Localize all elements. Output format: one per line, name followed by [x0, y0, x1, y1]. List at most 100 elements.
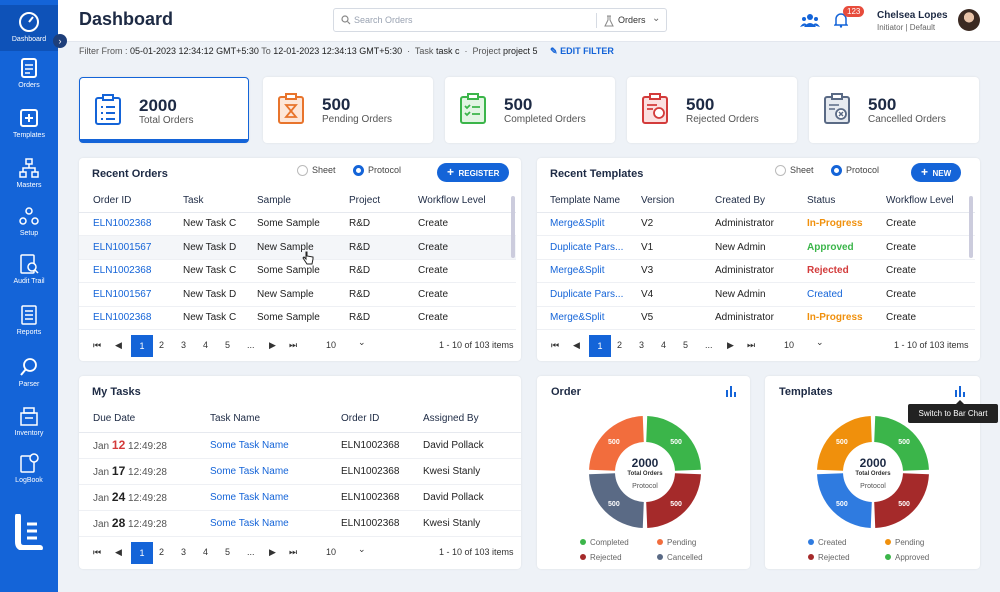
column-header[interactable]: Workflow Level — [418, 189, 516, 213]
donut-slice-rejected[interactable] — [874, 473, 929, 528]
order-id-link[interactable]: ELN1002368 — [79, 259, 183, 283]
column-header[interactable]: Version — [641, 189, 715, 213]
stat-card-cancelled[interactable]: 500 Cancelled Orders — [809, 77, 979, 143]
table-row[interactable]: Jan 12 12:49:28 Some Task Name ELN1002368 D… — [79, 432, 521, 459]
order-id-link[interactable]: ELN1002368 — [79, 212, 183, 236]
page-button[interactable]: 1 — [131, 335, 153, 357]
donut-slice-pending[interactable] — [817, 416, 872, 471]
scrollbar[interactable] — [969, 196, 973, 258]
sidebar-item-setup[interactable]: Setup — [0, 199, 58, 245]
page-button[interactable]: ... — [247, 547, 255, 557]
next-page-icon[interactable]: ▶ — [727, 340, 734, 350]
page-button[interactable]: 5 — [683, 340, 689, 350]
register-button[interactable]: + REGISTER — [437, 163, 510, 182]
template-name-link[interactable]: Duplicate Pars... — [537, 282, 641, 307]
radio-protocol[interactable]: Protocol — [831, 165, 879, 177]
page-button[interactable]: 1 — [589, 335, 611, 357]
donut-slice-approved[interactable] — [874, 416, 929, 471]
task-name-link[interactable]: Some Task Name — [210, 510, 341, 537]
table-row[interactable]: ELN1002368 New Task C Some Sample R&D Create — [79, 259, 516, 283]
sidebar-item-masters[interactable]: Masters — [0, 151, 58, 197]
column-header[interactable]: Project — [349, 189, 418, 213]
sidebar-item-inventory[interactable]: Inventory — [0, 399, 58, 445]
page-button[interactable]: 5 — [225, 547, 231, 557]
column-header[interactable]: Due Date — [79, 406, 210, 433]
page-size-select[interactable]: 10 — [326, 340, 337, 350]
donut-slice-cancelled[interactable] — [589, 473, 644, 528]
donut-slice-completed[interactable] — [646, 416, 701, 471]
sidebar-item-reports[interactable]: Reports — [0, 298, 58, 344]
new-template-button[interactable]: + NEW — [911, 163, 962, 182]
table-row[interactable]: Jan 28 12:49:28 Some Task Name ELN1002368 K… — [79, 510, 521, 537]
table-row[interactable]: Duplicate Pars... V1 New Admin Approved Crea… — [537, 235, 975, 260]
last-page-icon[interactable]: ⏭ — [747, 340, 756, 350]
donut-slice-created[interactable] — [817, 473, 872, 528]
avatar[interactable] — [958, 9, 980, 31]
stat-card-completed[interactable]: 500 Completed Orders — [445, 77, 615, 143]
table-row[interactable]: ELN1002368 New Task C Some Sample R&D Create — [79, 306, 516, 330]
sidebar-item-logbook[interactable]: LogBook — [0, 446, 58, 492]
sidebar-item-audit-trail[interactable]: Audit Trail — [0, 247, 58, 293]
user-name[interactable]: Chelsea Lopes — [877, 10, 948, 21]
template-name-link[interactable]: Merge&Split — [537, 212, 641, 236]
table-row[interactable]: ELN1001567 New Task D New Sample R&D Create — [79, 235, 516, 260]
radio-sheet[interactable]: Sheet — [297, 165, 336, 177]
template-name-link[interactable]: Duplicate Pars... — [537, 235, 641, 260]
column-header[interactable]: Task Name — [210, 406, 341, 433]
page-button[interactable]: 3 — [181, 340, 187, 350]
page-button[interactable]: 3 — [181, 547, 187, 557]
column-header[interactable]: Workflow Level — [886, 189, 975, 213]
table-row[interactable]: Duplicate Pars... V4 New Admin Created Creat… — [537, 282, 975, 307]
last-page-icon[interactable]: ⏭ — [289, 340, 298, 350]
radio-protocol[interactable]: Protocol — [353, 165, 401, 177]
page-button[interactable]: 5 — [225, 340, 231, 350]
bar-chart-icon[interactable] — [954, 385, 966, 397]
column-header[interactable]: Order ID — [79, 189, 183, 213]
table-row[interactable]: Merge&Split V3 Administrator Rejected Create — [537, 259, 975, 283]
stat-card-total[interactable]: 2000 Total Orders — [79, 77, 249, 143]
stat-card-pending[interactable]: 500 Pending Orders — [263, 77, 433, 143]
column-header[interactable]: Order ID — [341, 406, 423, 433]
team-icon[interactable] — [800, 13, 820, 27]
task-name-link[interactable]: Some Task Name — [210, 432, 341, 459]
collapse-sidebar-button[interactable]: › — [53, 34, 67, 48]
column-header[interactable]: Created By — [715, 189, 807, 213]
search-scope-select[interactable]: Orders — [618, 15, 646, 25]
page-size-select[interactable]: 10 — [326, 547, 337, 557]
search-box[interactable]: Search Orders Orders ⌄ — [333, 8, 667, 32]
donut-slice-pending[interactable] — [589, 416, 644, 471]
bar-chart-icon[interactable] — [725, 385, 737, 397]
sidebar-item-dashboard[interactable]: Dashboard — [0, 5, 58, 51]
first-page-icon[interactable]: ⏮ — [93, 340, 102, 350]
scrollbar[interactable] — [511, 196, 515, 258]
page-button[interactable]: 4 — [203, 340, 209, 350]
next-page-icon[interactable]: ▶ — [269, 547, 276, 557]
order-id-link[interactable]: ELN1001567 — [79, 282, 183, 307]
table-row[interactable]: ELN1002368 New Task C Some Sample R&D Create — [79, 212, 516, 236]
edit-filter-button[interactable]: ✎ EDIT FILTER — [550, 46, 614, 56]
last-page-icon[interactable]: ⏭ — [289, 547, 298, 557]
template-name-link[interactable]: Merge&Split — [537, 259, 641, 283]
page-button[interactable]: ... — [705, 340, 713, 350]
table-row[interactable]: Jan 24 12:49:28 Some Task Name ELN1002368 D… — [79, 484, 521, 511]
column-header[interactable]: Task — [183, 189, 257, 213]
column-header[interactable]: Assigned By — [423, 406, 521, 433]
page-button[interactable]: ... — [247, 340, 255, 350]
prev-page-icon[interactable]: ◀ — [115, 547, 122, 557]
page-button[interactable]: 4 — [203, 547, 209, 557]
page-size-select[interactable]: 10 — [784, 340, 795, 350]
page-button[interactable]: 2 — [617, 340, 623, 350]
table-row[interactable]: Merge&Split V5 Administrator In-Progress Cre… — [537, 306, 975, 330]
sidebar-item-orders[interactable]: Orders — [0, 51, 58, 97]
sidebar-item-templates[interactable]: Templates — [0, 101, 58, 147]
template-name-link[interactable]: Merge&Split — [537, 306, 641, 330]
task-name-link[interactable]: Some Task Name — [210, 458, 341, 485]
column-header[interactable]: Sample — [257, 189, 349, 213]
table-row[interactable]: Merge&Split V2 Administrator In-Progress Cre… — [537, 212, 975, 236]
search-input[interactable]: Search Orders — [354, 15, 413, 25]
column-header[interactable]: Status — [807, 189, 886, 213]
page-button[interactable]: 3 — [639, 340, 645, 350]
page-button[interactable]: 2 — [159, 340, 165, 350]
page-button[interactable]: 2 — [159, 547, 165, 557]
prev-page-icon[interactable]: ◀ — [115, 340, 122, 350]
